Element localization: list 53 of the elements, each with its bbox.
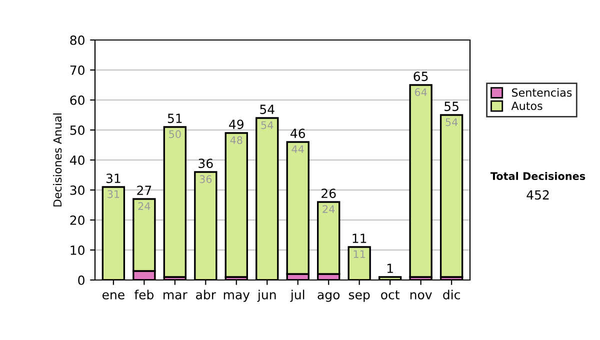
bar [163,126,187,278]
bar [224,132,248,278]
x-tick-label: oct [381,290,400,300]
x-tick-label: jun [257,290,276,302]
y-axis-title: Decisiones Anual [53,114,62,206]
y-tick-label: 50 [70,125,84,135]
bar [409,84,432,278]
y-tick-label: 30 [70,185,84,195]
total-label: 65 [414,72,428,82]
data-label: 48 [230,136,242,144]
y-tick-label: 0 [78,275,84,285]
total-label: 31 [106,174,120,184]
y-tick-label: 40 [70,155,84,165]
data-label: 64 [414,88,427,96]
text: 452 [526,190,549,200]
x-tick-label: abr [196,290,216,300]
total-label: 51 [168,114,182,124]
data-label: 54 [446,118,458,126]
data-label: 31 [108,190,120,198]
data-label: 24 [322,205,335,213]
legend-label: Sentencias [512,88,572,97]
bar [440,114,464,278]
x-tick-label: nov [410,292,432,300]
y-tick-label: 80 [70,35,84,45]
y-tick-label: 20 [70,215,84,225]
y-tick-label: 10 [70,245,84,255]
x-tick-label: jul [290,290,304,302]
x-tick-label: may [224,292,250,302]
legend-label: Autos [511,102,542,110]
data-label: 24 [138,202,150,210]
data-label: 44 [292,145,304,153]
y-tick-label: 60 [70,95,84,105]
data-label: 50 [169,130,181,138]
total-label: 46 [290,128,306,138]
total-label: 27 [137,186,152,195]
total-label: 1 [387,264,393,273]
text: Total Decisiones [490,172,586,180]
data-label: 36 [200,175,212,184]
total-label: 54 [260,104,274,114]
x-tick-label: ago [318,292,340,302]
data-label: 54 [261,121,274,130]
x-tick-label: sep [348,292,370,302]
data-label: 11 [354,250,366,258]
total-label: 55 [444,102,458,112]
x-tick-label: ene [102,292,124,300]
total-label: 11 [352,234,366,243]
total-label: 36 [198,158,213,168]
x-tick-label: mar [164,292,188,300]
total-label: 26 [322,188,336,198]
total-label: 49 [229,120,244,130]
y-tick-label: 70 [70,65,84,75]
x-tick-label: feb [134,290,154,300]
x-tick-label: dic [443,290,460,300]
